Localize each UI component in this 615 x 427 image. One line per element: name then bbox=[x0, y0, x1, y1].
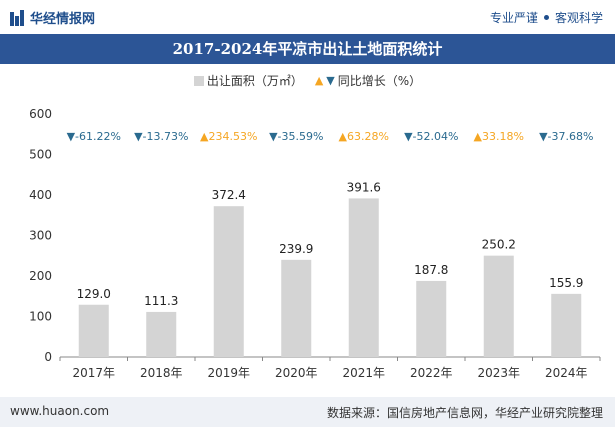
top-bar: 华经情报网 专业严谨 客观科学 bbox=[0, 0, 615, 34]
y-tick-label: 300 bbox=[29, 229, 52, 243]
separator-dot-icon bbox=[543, 15, 549, 20]
footer: www.huaon.com 数据来源：国信房地产信息网，华经产业研究院整理 bbox=[0, 397, 615, 427]
growth-label: ▼-61.22% bbox=[67, 130, 121, 143]
x-tick-label: 2024年 bbox=[545, 366, 588, 380]
logo-icon bbox=[10, 9, 24, 26]
bar bbox=[483, 255, 514, 357]
bar bbox=[281, 259, 312, 357]
bar-data-label: 372.4 bbox=[212, 188, 246, 202]
footer-source: 数据来源：国信房地产信息网，华经产业研究院整理 bbox=[326, 406, 603, 420]
growth-label: ▲33.18% bbox=[474, 130, 524, 143]
legend-swatch-icon bbox=[193, 75, 204, 86]
bar bbox=[348, 198, 379, 357]
bar bbox=[146, 311, 177, 357]
x-tick-label: 2023年 bbox=[477, 366, 520, 380]
growth-label: ▼-52.04% bbox=[404, 130, 458, 143]
growth-label: ▲234.53% bbox=[200, 130, 257, 143]
y-tick-label: 100 bbox=[29, 310, 52, 324]
growth-label: ▼-37.68% bbox=[539, 130, 593, 143]
bar bbox=[416, 280, 447, 357]
legend-area: 出让面积（万㎡） bbox=[193, 72, 303, 89]
legend-growth-label: 同比增长（%） bbox=[337, 74, 422, 88]
y-tick-label: 500 bbox=[29, 148, 52, 162]
tag-professional: 专业严谨 bbox=[489, 11, 538, 25]
y-tick-label: 200 bbox=[29, 269, 52, 283]
growth-label: ▼-13.73% bbox=[134, 130, 188, 143]
bar-data-label: 391.6 bbox=[347, 180, 381, 194]
bar-data-label: 155.9 bbox=[549, 276, 583, 290]
growth-label: ▲63.28% bbox=[339, 130, 389, 143]
x-tick-label: 2021年 bbox=[342, 366, 385, 380]
bar bbox=[213, 206, 244, 357]
bar-data-label: 239.9 bbox=[279, 242, 313, 256]
bar-data-label: 111.3 bbox=[144, 294, 178, 308]
y-tick-label: 0 bbox=[44, 350, 52, 364]
chart-title: 2017-2024年平凉市出让土地面积统计 bbox=[0, 34, 615, 64]
legend-area-label: 出让面积（万㎡） bbox=[206, 74, 303, 88]
y-tick-label: 400 bbox=[29, 188, 52, 202]
x-tick-label: 2018年 bbox=[140, 366, 183, 380]
x-tick-label: 2019年 bbox=[207, 366, 250, 380]
chart-legend: 出让面积（万㎡） ▲ ▼ 同比增长（%） bbox=[0, 72, 615, 89]
brand-name: 华经情报网 bbox=[30, 12, 96, 27]
x-tick-label: 2020年 bbox=[275, 366, 318, 380]
legend-growth: ▲ ▼ 同比增长（%） bbox=[315, 72, 421, 89]
bar-data-label: 250.2 bbox=[482, 238, 516, 252]
y-tick-label: 600 bbox=[29, 107, 52, 121]
footer-website: www.huaon.com bbox=[10, 404, 110, 418]
triangle-down-icon: ▼ bbox=[326, 74, 335, 87]
header-tags: 专业严谨 客观科学 bbox=[490, 9, 603, 26]
bar bbox=[78, 304, 109, 357]
bar-chart: 0 100 200 300 400 500 600 129.0 2017年 ▼-61.22% 111… bbox=[29, 107, 601, 380]
x-tick-label: 2017年 bbox=[72, 366, 115, 380]
triangle-up-icon: ▲ bbox=[314, 74, 324, 87]
bar-data-label: 129.0 bbox=[77, 287, 111, 301]
growth-label: ▼-35.59% bbox=[269, 130, 323, 143]
x-tick-label: 2022年 bbox=[410, 366, 453, 380]
tag-objective: 客观科学 bbox=[554, 11, 603, 25]
bar-data-label: 187.8 bbox=[414, 263, 448, 277]
brand-logo: 华经情报网 bbox=[10, 8, 95, 27]
bar bbox=[551, 293, 582, 357]
